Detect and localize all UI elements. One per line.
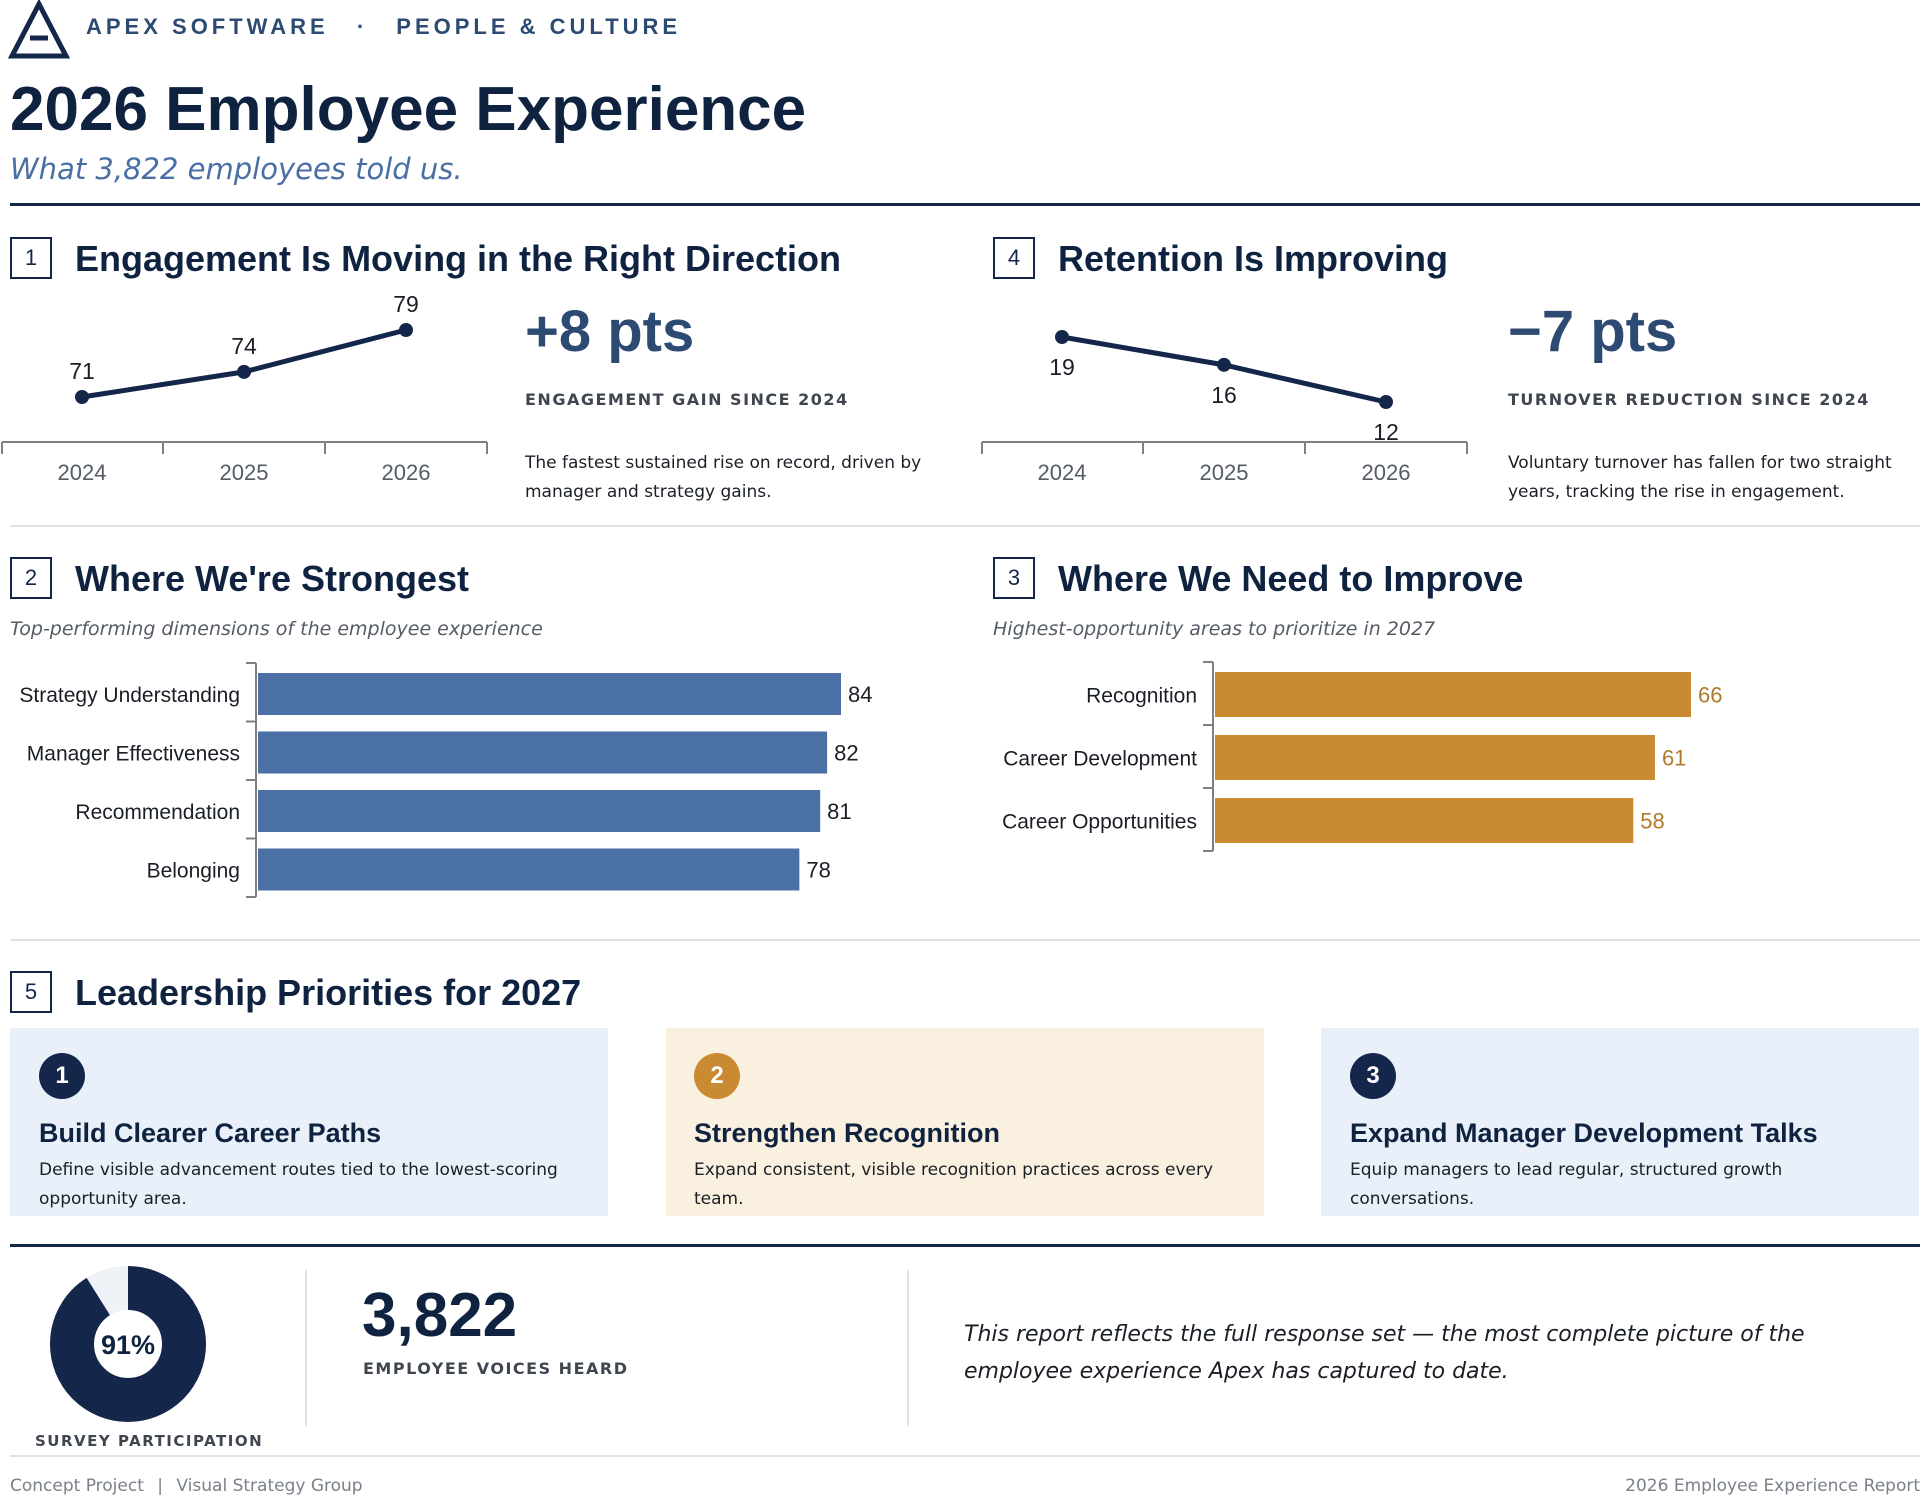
bar	[1215, 672, 1691, 717]
summary-divider	[305, 1270, 307, 1426]
retention-description: Voluntary turnover has fallen for two st…	[1508, 453, 1892, 502]
data-label: 16	[1211, 382, 1237, 408]
priority-number-badge: 1	[39, 1053, 85, 1099]
bar	[258, 848, 800, 891]
summary-divider	[907, 1270, 909, 1426]
category-label: Career Development	[1003, 748, 1197, 771]
footer-project: Concept Project	[10, 1476, 144, 1496]
priority-title: Expand Manager Development Talks	[1350, 1118, 1818, 1148]
footer-group: Visual Strategy Group	[176, 1476, 363, 1496]
data-point	[1379, 395, 1393, 409]
x-tick-label: 2024	[1038, 460, 1087, 485]
engagement-line-chart: 71 74 79 2024 2025 2026	[1, 291, 488, 485]
section-divider	[10, 525, 1920, 527]
section-title: Where We Need to Improve	[1058, 558, 1524, 599]
retention-kpi: −7 pts	[1508, 299, 1678, 364]
bar	[1215, 798, 1634, 843]
summary-statement: This report reflects the full response s…	[964, 1322, 1805, 1384]
bar	[258, 673, 841, 715]
bar	[258, 790, 821, 832]
retention-kpi-label: TURNOVER REDUCTION SINCE 2024	[1508, 390, 1870, 409]
x-tick-label: 2025	[220, 460, 269, 485]
category-label: Belonging	[147, 860, 240, 883]
category-label: Recommendation	[75, 801, 240, 824]
category-label: Career Opportunities	[1002, 811, 1197, 834]
data-point	[399, 323, 413, 337]
engagement-description: The fastest sustained rise on record, dr…	[525, 453, 922, 502]
footer-divider	[10, 1455, 1920, 1457]
strongest-bar-chart: Strategy Understanding 84 Manager Effectiv…	[19, 662, 872, 898]
section-number: 4	[993, 237, 1035, 279]
section-title: Engagement Is Moving in the Right Direct…	[75, 238, 842, 279]
data-point	[1055, 330, 1069, 344]
section-divider	[10, 939, 1920, 941]
x-tick-label: 2026	[1362, 460, 1411, 485]
engagement-kpi-label: ENGAGEMENT GAIN SINCE 2024	[525, 390, 849, 409]
bar-value-label: 78	[806, 858, 830, 883]
priority-description: Equip managers to lead regular, structur…	[1350, 1160, 1783, 1209]
retention-line-chart: 19 16 12 2024 2025 2026	[981, 330, 1468, 485]
priority-card: 3 Expand Manager Development Talks Equip…	[1321, 1028, 1919, 1216]
brand-name: APEX SOFTWARE	[86, 14, 329, 39]
footer-credit: Concept Project | Visual Strategy Group	[10, 1476, 363, 1496]
improve-bar-chart: Recognition 66 Career Development 61 Career …	[1002, 661, 1722, 852]
priority-description: Expand consistent, visible recognition p…	[694, 1160, 1214, 1209]
bar-value-label: 66	[1698, 683, 1722, 708]
page-title: 2026 Employee Experience	[10, 75, 807, 144]
apex-logo-icon	[8, 0, 70, 59]
participation-value: 91%	[100, 1330, 156, 1360]
section-number: 1	[10, 237, 52, 279]
data-label: 79	[393, 291, 419, 317]
priority-title: Strengthen Recognition	[694, 1118, 1000, 1148]
data-label: 74	[231, 333, 257, 359]
priority-number-badge: 2	[694, 1053, 740, 1099]
brand-separator: ·	[356, 14, 369, 39]
bar-value-label: 81	[827, 799, 851, 824]
data-label: 71	[69, 358, 95, 384]
engagement-kpi: +8 pts	[525, 299, 695, 364]
summary-rule	[10, 1244, 1920, 1247]
category-label: Recognition	[1086, 685, 1197, 708]
brand-line: APEX SOFTWARE · PEOPLE & CULTURE	[86, 14, 681, 40]
section-title: Leadership Priorities for 2027	[75, 972, 582, 1013]
participation-donut-chart	[50, 1266, 206, 1422]
data-point	[75, 390, 89, 404]
data-label: 19	[1049, 354, 1075, 380]
priority-description: Define visible advancement routes tied t…	[39, 1160, 558, 1209]
section-number: 3	[993, 557, 1035, 599]
bar-value-label: 61	[1662, 746, 1686, 771]
page-subtitle: What 3,822 employees told us.	[10, 152, 463, 186]
footer-separator: |	[157, 1476, 164, 1496]
section-number: 2	[10, 557, 52, 599]
participation-label: SURVEY PARTICIPATION	[35, 1432, 264, 1450]
priority-number-badge: 3	[1350, 1053, 1396, 1099]
section-subtitle: Top-performing dimensions of the employe…	[10, 618, 543, 640]
section-number: 5	[10, 971, 52, 1013]
data-point	[1217, 357, 1231, 372]
footer-report-name: 2026 Employee Experience Report	[1625, 1476, 1920, 1496]
section-title: Retention Is Improving	[1058, 238, 1449, 279]
bar	[258, 731, 828, 774]
priority-card: 2 Strengthen Recognition Expand consiste…	[666, 1028, 1264, 1216]
bar	[1215, 735, 1655, 780]
bar-value-label: 82	[834, 741, 858, 766]
section-title: Where We're Strongest	[75, 558, 469, 599]
x-tick-label: 2026	[382, 460, 431, 485]
data-point	[237, 364, 251, 379]
donut-filled-slice	[50, 1266, 206, 1422]
department-name: PEOPLE & CULTURE	[396, 14, 682, 39]
header-rule	[10, 203, 1920, 206]
priority-card: 1 Build Clearer Career Paths Define visi…	[10, 1028, 608, 1216]
data-label: 12	[1373, 419, 1399, 445]
bar-value-label: 84	[848, 682, 872, 707]
voices-label: EMPLOYEE VOICES HEARD	[363, 1359, 629, 1378]
bar-value-label: 58	[1640, 809, 1664, 834]
x-tick-label: 2024	[58, 460, 107, 485]
priority-title: Build Clearer Career Paths	[39, 1118, 382, 1148]
category-label: Manager Effectiveness	[27, 743, 240, 766]
voices-count: 3,822	[362, 1281, 518, 1350]
section-subtitle: Highest-opportunity areas to prioritize …	[993, 618, 1436, 640]
x-tick-label: 2025	[1200, 460, 1249, 485]
category-label: Strategy Understanding	[19, 684, 240, 707]
